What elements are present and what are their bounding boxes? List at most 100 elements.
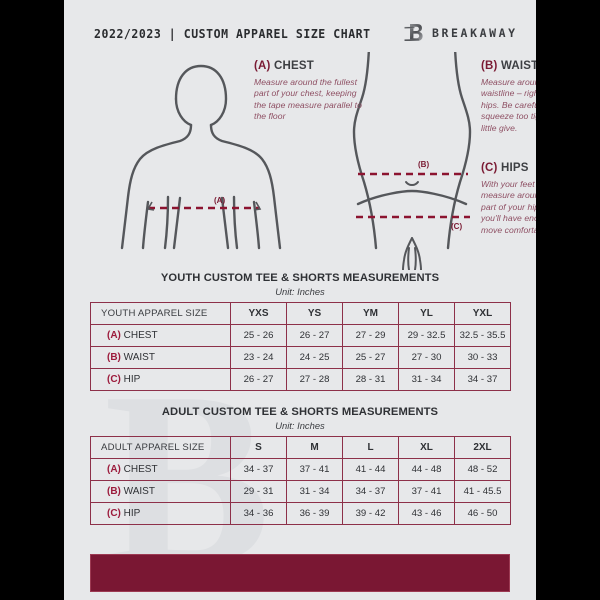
hips-heading-word: HIPS — [497, 162, 529, 174]
youth-row-0-tag: (A) — [107, 330, 121, 341]
adult-row-2-name: HIP — [120, 508, 141, 519]
adult-cell-1-3: 37 - 41 — [398, 480, 455, 503]
adult-cell-2-4: 46 - 50 — [454, 502, 511, 525]
waist-heading-letter: (B) — [481, 60, 498, 72]
youth-cell-1-1: 24 - 25 — [286, 346, 343, 369]
table-row: (C) HIP 26 - 27 27 - 28 28 - 31 31 - 34 … — [90, 368, 511, 391]
youth-row-2-label: (C) HIP — [90, 368, 231, 391]
adult-row-2-tag: (C) — [107, 508, 121, 519]
chest-description-text: Measure around the fullest part of your … — [254, 77, 362, 122]
youth-cell-2-2: 28 - 31 — [342, 368, 399, 391]
body-figures-svg — [120, 52, 472, 270]
chest-heading-letter: (A) — [254, 60, 271, 72]
chest-heading: (A) CHEST — [254, 60, 362, 72]
adult-row-0-tag: (A) — [107, 464, 121, 475]
youth-cell-0-2: 27 - 29 — [342, 324, 399, 347]
waist-description-block: (B) WAIST Measure around your natural wa… — [481, 60, 536, 134]
youth-col-4: YXL — [454, 302, 511, 325]
adult-cell-1-1: 31 - 34 — [286, 480, 343, 503]
measurement-diagram: (A) (B) (C) (A) CHEST Measure around the… — [64, 52, 536, 270]
brand-name: BREAKAWAY — [431, 26, 518, 40]
adult-row-1-name: WAIST — [120, 486, 155, 497]
adult-row-1-tag: (B) — [107, 486, 121, 497]
adult-cell-0-4: 48 - 52 — [454, 458, 511, 481]
waist-marker-label: (B) — [418, 160, 430, 169]
adult-cell-2-2: 39 - 42 — [342, 502, 399, 525]
youth-cell-0-1: 26 - 27 — [286, 324, 343, 347]
youth-cell-2-0: 26 - 27 — [230, 368, 287, 391]
waist-heading-word: WAIST — [497, 60, 536, 72]
youth-cell-1-3: 27 - 30 — [398, 346, 455, 369]
youth-row-1-tag: (B) — [107, 352, 121, 363]
youth-cell-1-4: 30 - 33 — [454, 346, 511, 369]
youth-row-2-tag: (C) — [107, 374, 121, 385]
chest-heading-word: CHEST — [270, 60, 314, 72]
youth-row-1-name: WAIST — [120, 352, 155, 363]
brand-lockup: BREAKAWAY — [403, 21, 518, 45]
breakaway-b-logo-icon — [404, 24, 423, 41]
page-header: 2022/2023 | CUSTOM APPAREL SIZE CHART B — [64, 18, 536, 48]
adult-col-2: L — [342, 436, 399, 459]
adult-row-0-label: (A) CHEST — [90, 458, 231, 481]
youth-row-2-name: HIP — [120, 374, 141, 385]
youth-cell-2-3: 31 - 34 — [398, 368, 455, 391]
youth-row-0-label: (A) CHEST — [90, 324, 231, 347]
youth-cell-0-3: 29 - 32.5 — [398, 324, 455, 347]
youth-cell-2-1: 27 - 28 — [286, 368, 343, 391]
hips-figure-icon — [352, 52, 472, 270]
youth-row-0-name: CHEST — [120, 330, 158, 341]
adult-cell-2-1: 36 - 39 — [286, 502, 343, 525]
adult-row-0-name: CHEST — [120, 464, 158, 475]
waist-heading: (B) WAIST — [481, 60, 536, 72]
youth-measurements-section: YOUTH CUSTOM TEE & SHORTS MEASUREMENTS U… — [90, 272, 511, 391]
size-chart-page: B 2022/2023 | CUSTOM APPAREL SIZE CHART — [64, 0, 536, 600]
youth-table-unit: Unit: Inches — [275, 286, 325, 297]
youth-table-header-row: YOUTH APPAREL SIZE YXS YS YM YL YXL — [90, 302, 511, 325]
youth-row-1-label: (B) WAIST — [90, 346, 231, 369]
adult-header-label: ADULT APPAREL SIZE — [90, 436, 231, 459]
adult-cell-0-2: 41 - 44 — [342, 458, 399, 481]
youth-cell-0-0: 25 - 26 — [230, 324, 287, 347]
table-row: (A) CHEST 34 - 37 37 - 41 41 - 44 44 - 4… — [90, 458, 511, 481]
youth-col-0: YXS — [230, 302, 287, 325]
chest-marker-label: (A) — [214, 196, 226, 205]
adult-measurements-section: ADULT CUSTOM TEE & SHORTS MEASUREMENTS U… — [90, 406, 511, 525]
adult-table-title: ADULT CUSTOM TEE & SHORTS MEASUREMENTS — [161, 406, 439, 418]
adult-row-2-label: (C) HIP — [90, 502, 231, 525]
waist-description-text: Measure around your natural waistline – … — [481, 77, 536, 133]
hips-heading-letter: (C) — [481, 162, 498, 174]
chest-line-arrows — [146, 201, 262, 211]
table-row: (B) WAIST 23 - 24 24 - 25 25 - 27 27 - 3… — [90, 346, 511, 369]
adult-size-table: ADULT APPAREL SIZE S M L XL 2XL (A) CHES… — [90, 436, 511, 525]
youth-table-title: YOUTH CUSTOM TEE & SHORTS MEASUREMENTS — [160, 272, 440, 284]
torso-figure-icon — [120, 64, 282, 250]
adult-cell-2-3: 43 - 46 — [398, 502, 455, 525]
adult-col-1: M — [286, 436, 343, 459]
youth-size-table: YOUTH APPAREL SIZE YXS YS YM YL YXL (A) … — [90, 302, 511, 391]
table-row: (A) CHEST 25 - 26 26 - 27 27 - 29 29 - 3… — [90, 324, 511, 347]
youth-col-3: YL — [398, 302, 455, 325]
hips-description-block: (C) HIPS With your feet together, measur… — [481, 162, 536, 236]
adult-col-3: XL — [398, 436, 455, 459]
adult-cell-1-2: 34 - 37 — [342, 480, 399, 503]
youth-cell-2-4: 34 - 37 — [454, 368, 511, 391]
adult-col-0: S — [230, 436, 287, 459]
youth-cell-1-2: 25 - 27 — [342, 346, 399, 369]
adult-cell-2-0: 34 - 36 — [230, 502, 287, 525]
header-title: 2022/2023 | CUSTOM APPAREL SIZE CHART — [94, 25, 371, 41]
adult-table-header-row: ADULT APPAREL SIZE S M L XL 2XL — [90, 436, 511, 459]
hips-heading: (C) HIPS — [481, 162, 536, 174]
youth-col-2: YM — [342, 302, 399, 325]
adult-cell-0-0: 34 - 37 — [230, 458, 287, 481]
adult-col-4: 2XL — [454, 436, 511, 459]
hips-description-text: With your feet together, measure around … — [481, 179, 536, 235]
hips-marker-label: (C) — [451, 222, 463, 231]
youth-cell-1-0: 23 - 24 — [230, 346, 287, 369]
chest-description-block: (A) CHEST Measure around the fullest par… — [254, 60, 362, 123]
adult-table-unit: Unit: Inches — [275, 420, 325, 431]
table-row: (B) WAIST 29 - 31 31 - 34 34 - 37 37 - 4… — [90, 480, 511, 503]
adult-cell-1-4: 41 - 45.5 — [454, 480, 511, 503]
adult-row-1-label: (B) WAIST — [90, 480, 231, 503]
youth-col-1: YS — [286, 302, 343, 325]
